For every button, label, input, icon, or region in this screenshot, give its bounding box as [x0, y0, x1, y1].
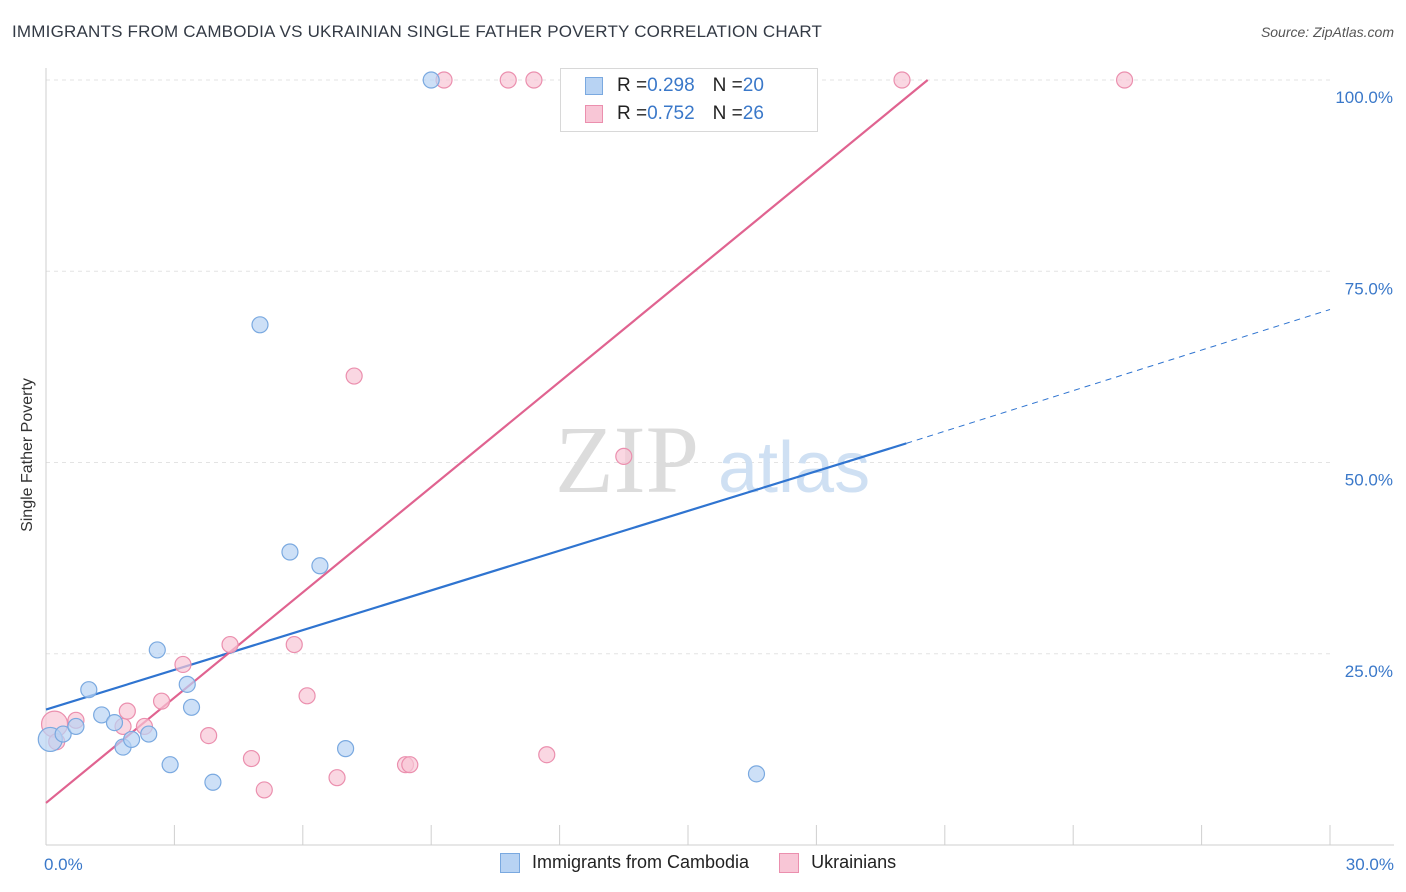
legend-row-ukrainians: R = 0.752 N = 26 [585, 101, 764, 127]
point-cambodia [747, 765, 766, 783]
correlation-legend: R = 0.298 N = 20 R = 0.752 N = 26 [560, 68, 818, 132]
point-ukrainians [345, 367, 363, 385]
tick-labels: 25.0% 50.0% 75.0% 100.0% 0.0% 30.0% [44, 88, 1394, 874]
legend-r-value-cambodia: 0.298 [647, 75, 695, 96]
legend-n-label: N = [712, 75, 743, 96]
series-legend-item-cambodia[interactable]: Immigrants from Cambodia [500, 852, 749, 873]
legend-swatch-blue [585, 77, 603, 95]
y-tick-label: 50.0% [1345, 471, 1393, 490]
point-cambodia [178, 675, 196, 693]
point-ukrainians [118, 702, 136, 720]
point-ukrainians [1115, 71, 1134, 89]
trend-line-cambodia-extension [906, 309, 1331, 444]
point-cambodia [80, 681, 98, 699]
legend-r-value-ukrainians: 0.752 [647, 103, 695, 124]
point-cambodia [337, 740, 355, 758]
series-legend-item-ukrainians[interactable]: Ukrainians [779, 852, 896, 873]
point-cambodia [182, 698, 201, 716]
trend-line-cambodia [45, 442, 907, 711]
y-tick-label: 100.0% [1335, 88, 1393, 107]
data-points [37, 71, 1134, 799]
source-label: Source: ZipAtlas.com [1260, 24, 1394, 40]
series-name-ukrainians: Ukrainians [811, 852, 897, 872]
point-ukrainians [893, 71, 911, 89]
legend-swatch-pink [585, 105, 603, 123]
point-cambodia [54, 725, 72, 743]
point-ukrainians [525, 71, 543, 89]
watermark: ZIP atlas [555, 406, 870, 513]
y-tick-label: 25.0% [1345, 662, 1393, 681]
series-swatch-blue [500, 852, 520, 873]
legend-r-label: R = [617, 75, 648, 96]
point-cambodia [93, 706, 111, 724]
legend-r-label: R = [617, 103, 648, 124]
point-ukrainians [615, 447, 633, 465]
point-ukrainians [174, 655, 192, 674]
point-ukrainians [328, 769, 346, 787]
point-ukrainians [255, 781, 273, 799]
point-cambodia [204, 773, 222, 791]
series-name-cambodia: Immigrants from Cambodia [532, 852, 750, 872]
point-cambodia [311, 557, 329, 575]
series-legend: Immigrants from Cambodia Ukrainians [500, 852, 926, 873]
point-cambodia [281, 543, 299, 561]
legend-n-value-ukrainians: 26 [742, 103, 764, 124]
legend-row-cambodia: R = 0.298 N = 20 [585, 73, 764, 99]
point-cambodia [140, 725, 158, 743]
legend-n-value-cambodia: 20 [742, 75, 764, 96]
point-ukrainians [221, 635, 239, 654]
point-cambodia [251, 316, 269, 334]
y-tick-label: 75.0% [1345, 279, 1393, 298]
point-ukrainians [200, 727, 218, 745]
legend-n-label: N = [712, 103, 743, 124]
gridlines [46, 79, 1330, 655]
point-cambodia [161, 756, 179, 774]
chart-title: IMMIGRANTS FROM CAMBODIA VS UKRAINIAN SI… [12, 22, 823, 41]
point-cambodia [67, 717, 85, 736]
series-swatch-pink [779, 852, 800, 873]
point-ukrainians [298, 687, 316, 705]
point-cambodia [105, 713, 124, 732]
point-cambodia [123, 730, 141, 749]
x-tick-label: 30.0% [1346, 855, 1394, 874]
point-cambodia [148, 641, 166, 659]
point-ukrainians [152, 692, 171, 710]
watermark-atlas: atlas [718, 428, 870, 508]
point-ukrainians [538, 746, 556, 764]
point-ukrainians [499, 71, 517, 89]
point-cambodia [422, 71, 440, 89]
point-ukrainians [285, 635, 303, 654]
x-tick-label: 0.0% [44, 855, 83, 874]
point-ukrainians [242, 749, 261, 768]
point-ukrainians [401, 756, 419, 774]
